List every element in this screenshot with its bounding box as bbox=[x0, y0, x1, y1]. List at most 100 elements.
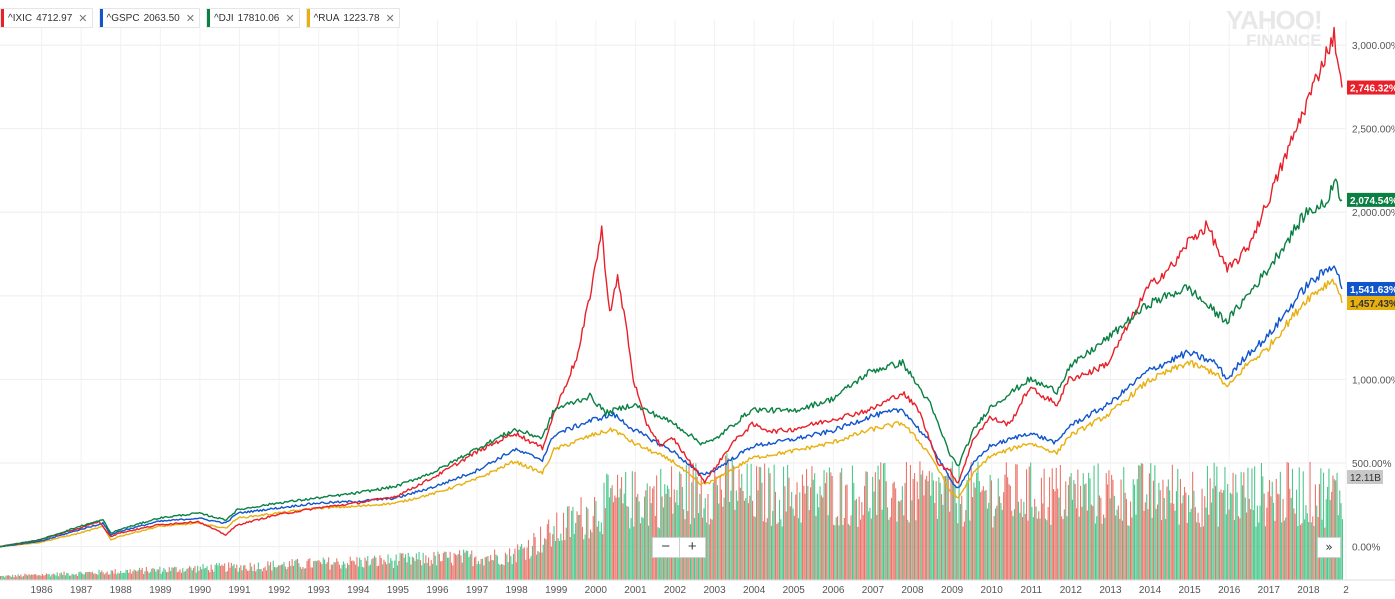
volume-bar bbox=[387, 554, 389, 580]
volume-bar bbox=[1, 576, 3, 580]
volume-bar bbox=[374, 555, 376, 580]
volume-bar bbox=[599, 531, 601, 580]
legend-chip-dji[interactable]: ^DJI 17810.06 ✕ bbox=[205, 8, 300, 28]
volume-bar bbox=[873, 491, 875, 580]
close-icon[interactable]: ✕ bbox=[285, 12, 295, 25]
volume-bar bbox=[484, 557, 486, 580]
volume-bar bbox=[758, 466, 760, 580]
volume-bar bbox=[603, 482, 605, 580]
volume-bar bbox=[1143, 510, 1145, 580]
volume-bar bbox=[152, 568, 154, 580]
volume-bar bbox=[218, 562, 220, 580]
volume-bar bbox=[1254, 466, 1256, 580]
volume-bar bbox=[1012, 516, 1014, 580]
close-icon[interactable]: ✕ bbox=[78, 12, 88, 25]
volume-bar bbox=[290, 565, 292, 580]
volume-bar bbox=[858, 496, 860, 580]
volume-bar bbox=[982, 486, 984, 580]
legend-chip-ixic[interactable]: ^IXIC 4712.97 ✕ bbox=[0, 8, 93, 28]
volume-bar bbox=[679, 471, 681, 580]
volume-bar bbox=[1323, 472, 1325, 580]
volume-bar bbox=[417, 559, 419, 580]
volume-bar bbox=[468, 557, 470, 580]
volume-bar bbox=[364, 557, 366, 580]
volume-bar bbox=[79, 571, 81, 580]
volume-bar bbox=[197, 565, 199, 580]
volume-bar bbox=[1235, 474, 1237, 580]
volume-bar bbox=[1306, 513, 1308, 580]
volume-bar bbox=[770, 525, 772, 580]
volume-bar bbox=[652, 488, 654, 580]
zoom-out-button[interactable]: − bbox=[653, 538, 680, 557]
volume-bar bbox=[1044, 518, 1046, 580]
volume-bar bbox=[865, 471, 867, 580]
volume-bar bbox=[340, 568, 342, 580]
volume-bar bbox=[236, 564, 238, 580]
volume-bar bbox=[1061, 516, 1063, 580]
volume-bar bbox=[105, 573, 107, 580]
volume-bar bbox=[953, 478, 955, 580]
volume-bar bbox=[914, 473, 916, 580]
volume-bar bbox=[999, 496, 1001, 580]
close-icon[interactable]: ✕ bbox=[185, 12, 195, 25]
volume-bar bbox=[274, 567, 276, 580]
volume-bar bbox=[776, 524, 778, 580]
legend-chip-gspc[interactable]: ^GSPC 2063.50 ✕ bbox=[98, 8, 200, 28]
volume-bar bbox=[1142, 463, 1144, 580]
volume-bar bbox=[472, 566, 474, 580]
legend-chip-rua[interactable]: ^RUA 1223.78 ✕ bbox=[305, 8, 400, 28]
y-tick-label: 1,000.00% bbox=[1352, 375, 1395, 386]
volume-bar bbox=[1181, 503, 1183, 580]
expand-chart-button[interactable]: » bbox=[1317, 537, 1341, 558]
volume-bar bbox=[692, 463, 694, 580]
volume-bar bbox=[908, 522, 910, 580]
series-line-rua bbox=[0, 278, 1343, 548]
volume-bar bbox=[745, 498, 747, 580]
volume-bar bbox=[577, 514, 579, 580]
volume-bar bbox=[1058, 497, 1060, 580]
volume-bar bbox=[413, 557, 415, 580]
volume-bar bbox=[1270, 496, 1272, 580]
volume-bar bbox=[445, 552, 447, 580]
volume-bar bbox=[788, 477, 790, 580]
volume-bar bbox=[396, 565, 398, 580]
volume-bar bbox=[101, 570, 103, 580]
volume-bar bbox=[635, 496, 637, 580]
volume-bar bbox=[356, 557, 358, 580]
volume-bar bbox=[220, 565, 222, 580]
x-tick-label: 2018 bbox=[1297, 585, 1320, 594]
volume-bar bbox=[306, 560, 308, 580]
volume-bar bbox=[1251, 468, 1253, 580]
volume-bar bbox=[741, 473, 743, 580]
volume-bar bbox=[1055, 467, 1057, 580]
volume-bar bbox=[590, 529, 592, 580]
logo-line-1: YAHOO! bbox=[1226, 5, 1323, 35]
volume-bar bbox=[1119, 518, 1121, 580]
volume-bar bbox=[334, 562, 336, 580]
volume-bar bbox=[195, 572, 197, 580]
volume-bar bbox=[500, 564, 502, 580]
zoom-in-button[interactable]: + bbox=[687, 538, 697, 555]
volume-bar bbox=[230, 562, 232, 580]
volume-bar bbox=[901, 486, 903, 580]
volume-bar bbox=[322, 557, 324, 580]
volume-bar bbox=[1286, 462, 1288, 580]
volume-bar bbox=[1047, 507, 1049, 580]
volume-bar bbox=[444, 551, 446, 580]
logo-line-2: FINANCE bbox=[1246, 30, 1322, 50]
volume-bar bbox=[1219, 491, 1221, 580]
volume-bar bbox=[491, 560, 493, 580]
volume-bar bbox=[720, 489, 722, 580]
close-icon[interactable]: ✕ bbox=[385, 12, 395, 25]
volume-bar bbox=[318, 560, 320, 580]
series-line-dji bbox=[0, 178, 1343, 548]
volume-bar bbox=[523, 547, 525, 580]
volume-bar bbox=[1043, 468, 1045, 580]
volume-bar bbox=[754, 517, 756, 580]
volume-bar bbox=[311, 567, 313, 580]
volume-bar bbox=[1057, 488, 1059, 580]
legend-value: 4712.97 bbox=[36, 12, 73, 24]
volume-bar bbox=[102, 572, 104, 580]
volume-bar bbox=[64, 575, 66, 580]
volume-bar bbox=[981, 490, 983, 580]
